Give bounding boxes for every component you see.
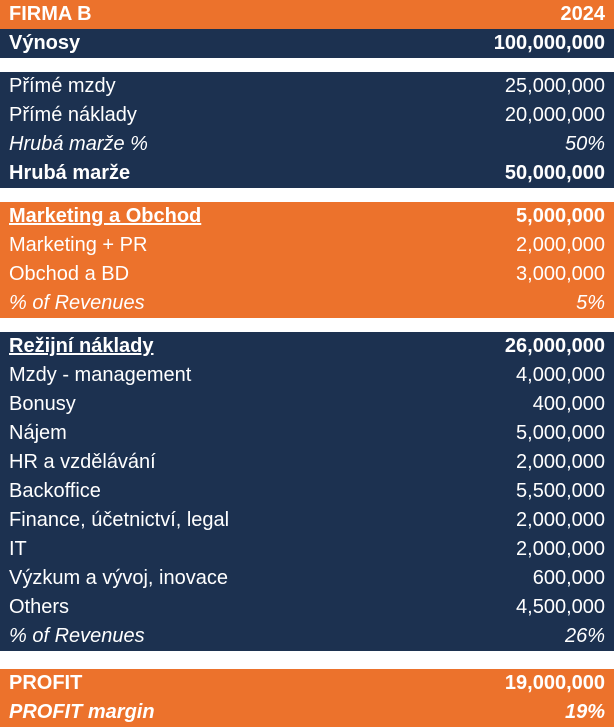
row-label: Mzdy - management	[9, 364, 192, 386]
row-value: 25,000,000	[504, 75, 605, 97]
overhead-row: Others 4,500,000	[0, 593, 614, 622]
profit-margin-row: PROFIT margin 19%	[0, 698, 614, 727]
marketing-row-bd: Obchod a BD 3,000,000	[0, 260, 614, 289]
overhead-row-percent: % of Revenues 26%	[0, 622, 614, 651]
row-label: HR a vzdělávání	[9, 451, 156, 473]
row-value: 19,000,000	[504, 672, 605, 694]
overhead-header-row: Režijní náklady 26,000,000	[0, 332, 614, 361]
marketing-block: Marketing a Obchod 5,000,000 Marketing +…	[0, 202, 614, 318]
gross-row-direct-wages: Přímé mzdy 25,000,000	[0, 72, 614, 101]
row-value: 400,000	[532, 393, 605, 415]
header-block: FIRMA B 2024 Výnosy 100,000,000	[0, 0, 614, 58]
row-value: 2,000,000	[516, 234, 605, 256]
company-name: FIRMA B	[9, 3, 92, 25]
row-label: Others	[9, 596, 70, 618]
overhead-row: Bonusy 400,000	[0, 390, 614, 419]
gross-row-direct-costs: Přímé náklady 20,000,000	[0, 101, 614, 130]
row-value: 4,000,000	[516, 364, 605, 386]
overhead-row: HR a vzdělávání 2,000,000	[0, 448, 614, 477]
row-label: PROFIT margin	[9, 701, 155, 723]
gross-row-margin-percent: Hrubá marže % 50%	[0, 130, 614, 159]
profit-block: PROFIT 19,000,000 PROFIT margin 19%	[0, 669, 614, 727]
row-label: Hrubá marže %	[9, 133, 148, 155]
marketing-row-pr: Marketing + PR 2,000,000	[0, 231, 614, 260]
row-label: IT	[9, 538, 27, 560]
overhead-block: Režijní náklady 26,000,000 Mzdy - manage…	[0, 332, 614, 651]
row-label: % of Revenues	[9, 625, 145, 647]
row-value: 4,500,000	[516, 596, 605, 618]
revenue-label: Výnosy	[9, 32, 81, 54]
marketing-row-percent: % of Revenues 5%	[0, 289, 614, 318]
row-value: 50%	[564, 133, 605, 155]
row-label: PROFIT	[9, 672, 83, 694]
gross-row-margin: Hrubá marže 50,000,000	[0, 159, 614, 188]
overhead-row: Výzkum a vývoj, inovace 600,000	[0, 564, 614, 593]
revenue-value: 100,000,000	[493, 32, 605, 54]
row-value: 50,000,000	[504, 162, 605, 184]
row-label: Hrubá marže	[9, 162, 131, 184]
row-label: Režijní náklady	[9, 335, 154, 357]
overhead-row: Mzdy - management 4,000,000	[0, 361, 614, 390]
row-value: 2,000,000	[516, 538, 605, 560]
row-label: Finance, účetnictví, legal	[9, 509, 230, 531]
row-value: 5%	[576, 292, 605, 314]
row-value: 2,000,000	[516, 509, 605, 531]
row-label: Přímé mzdy	[9, 75, 116, 97]
header-row: FIRMA B 2024	[0, 0, 614, 29]
row-value: 26%	[564, 625, 605, 647]
row-label: Marketing a Obchod	[9, 205, 202, 227]
row-value: 26,000,000	[504, 335, 605, 357]
row-value: 5,000,000	[516, 422, 605, 444]
row-value: 2,000,000	[516, 451, 605, 473]
row-label: Bonusy	[9, 393, 76, 415]
revenue-row: Výnosy 100,000,000	[0, 29, 614, 58]
overhead-row: IT 2,000,000	[0, 535, 614, 564]
gross-margin-block: Přímé mzdy 25,000,000 Přímé náklady 20,0…	[0, 72, 614, 188]
row-value: 19%	[564, 701, 605, 723]
year-label: 2024	[560, 3, 606, 25]
row-label: Backoffice	[9, 480, 101, 502]
row-label: Obchod a BD	[9, 263, 130, 285]
row-value: 5,500,000	[516, 480, 605, 502]
row-value: 600,000	[532, 567, 605, 589]
row-value: 20,000,000	[504, 104, 605, 126]
row-label: Marketing + PR	[9, 234, 148, 256]
overhead-row: Finance, účetnictví, legal 2,000,000	[0, 506, 614, 535]
row-label: % of Revenues	[9, 292, 145, 314]
row-label: Přímé náklady	[9, 104, 137, 126]
row-value: 3,000,000	[516, 263, 605, 285]
overhead-row: Nájem 5,000,000	[0, 419, 614, 448]
row-value: 5,000,000	[516, 205, 605, 227]
profit-row: PROFIT 19,000,000	[0, 669, 614, 698]
row-label: Výzkum a vývoj, inovace	[9, 567, 228, 589]
row-label: Nájem	[9, 422, 67, 444]
marketing-header-row: Marketing a Obchod 5,000,000	[0, 202, 614, 231]
overhead-row: Backoffice 5,500,000	[0, 477, 614, 506]
